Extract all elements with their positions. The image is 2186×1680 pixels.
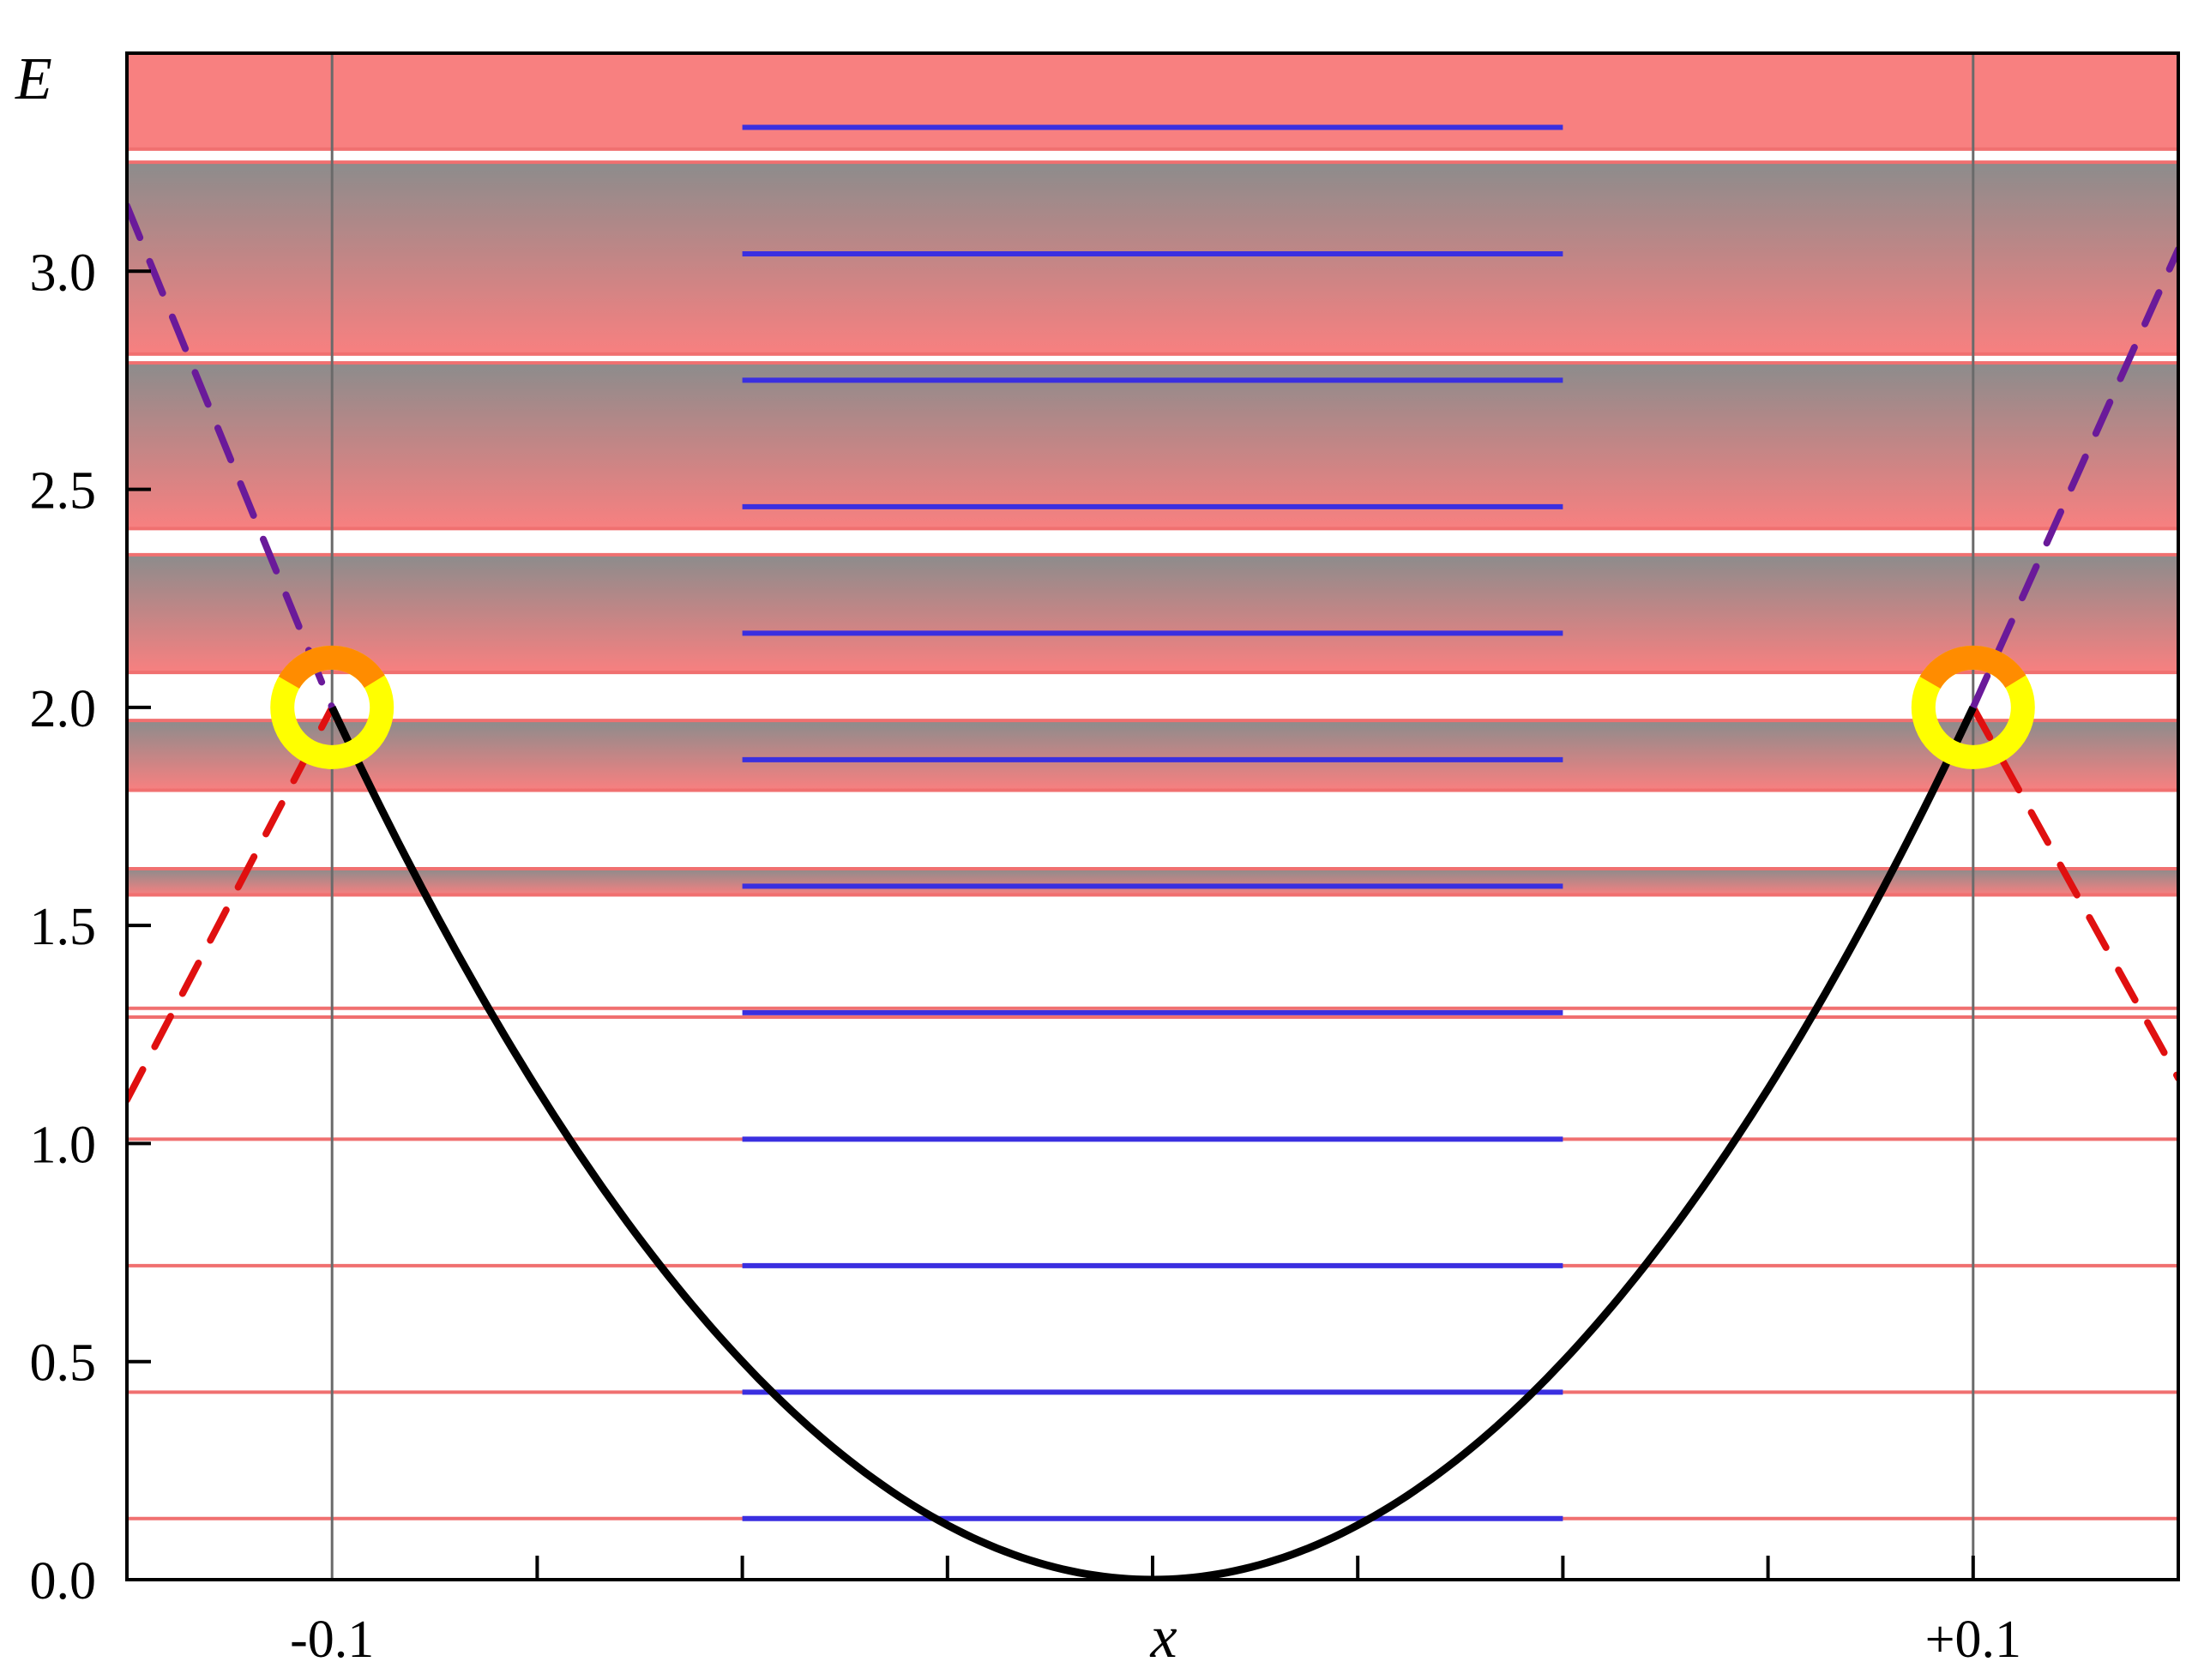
y-tick-label: 2.5 [30,462,97,521]
x-tick-label: -0.1 [290,1611,374,1669]
dashed-branch-line [1969,245,2178,711]
y-tick-label: 0.5 [30,1334,97,1393]
energy-band [127,162,2178,354]
y-tick-label: 1.0 [30,1116,97,1174]
axes: -0.1 +0.1 0.0 0.5 1.0 1.5 2.0 2.5 3.0 [30,51,2180,1669]
y-axis-title: E [15,46,52,112]
y-tick-label: 2.0 [30,680,97,738]
dashed-branch-line [1969,703,2178,1082]
turning-point-marker-accent [1911,645,2035,769]
energy-band [127,363,2178,529]
plot-area [127,53,2178,1580]
energy-band [127,53,2178,149]
x-axis-title: x [1149,1605,1177,1671]
y-tick-label: 0.0 [30,1552,97,1611]
y-tick-label: 3.0 [30,244,97,302]
potential-curve [328,705,1977,1580]
x-tick-label: +0.1 [1925,1611,2021,1669]
dashed-branch-line [127,703,336,1104]
energy-band [127,720,2178,791]
energy-band [127,554,2178,673]
dashed-branch-line [127,202,336,711]
turning-point-marker-accent [270,645,394,769]
energy-band [127,869,2178,895]
y-tick-label: 1.5 [30,898,97,956]
